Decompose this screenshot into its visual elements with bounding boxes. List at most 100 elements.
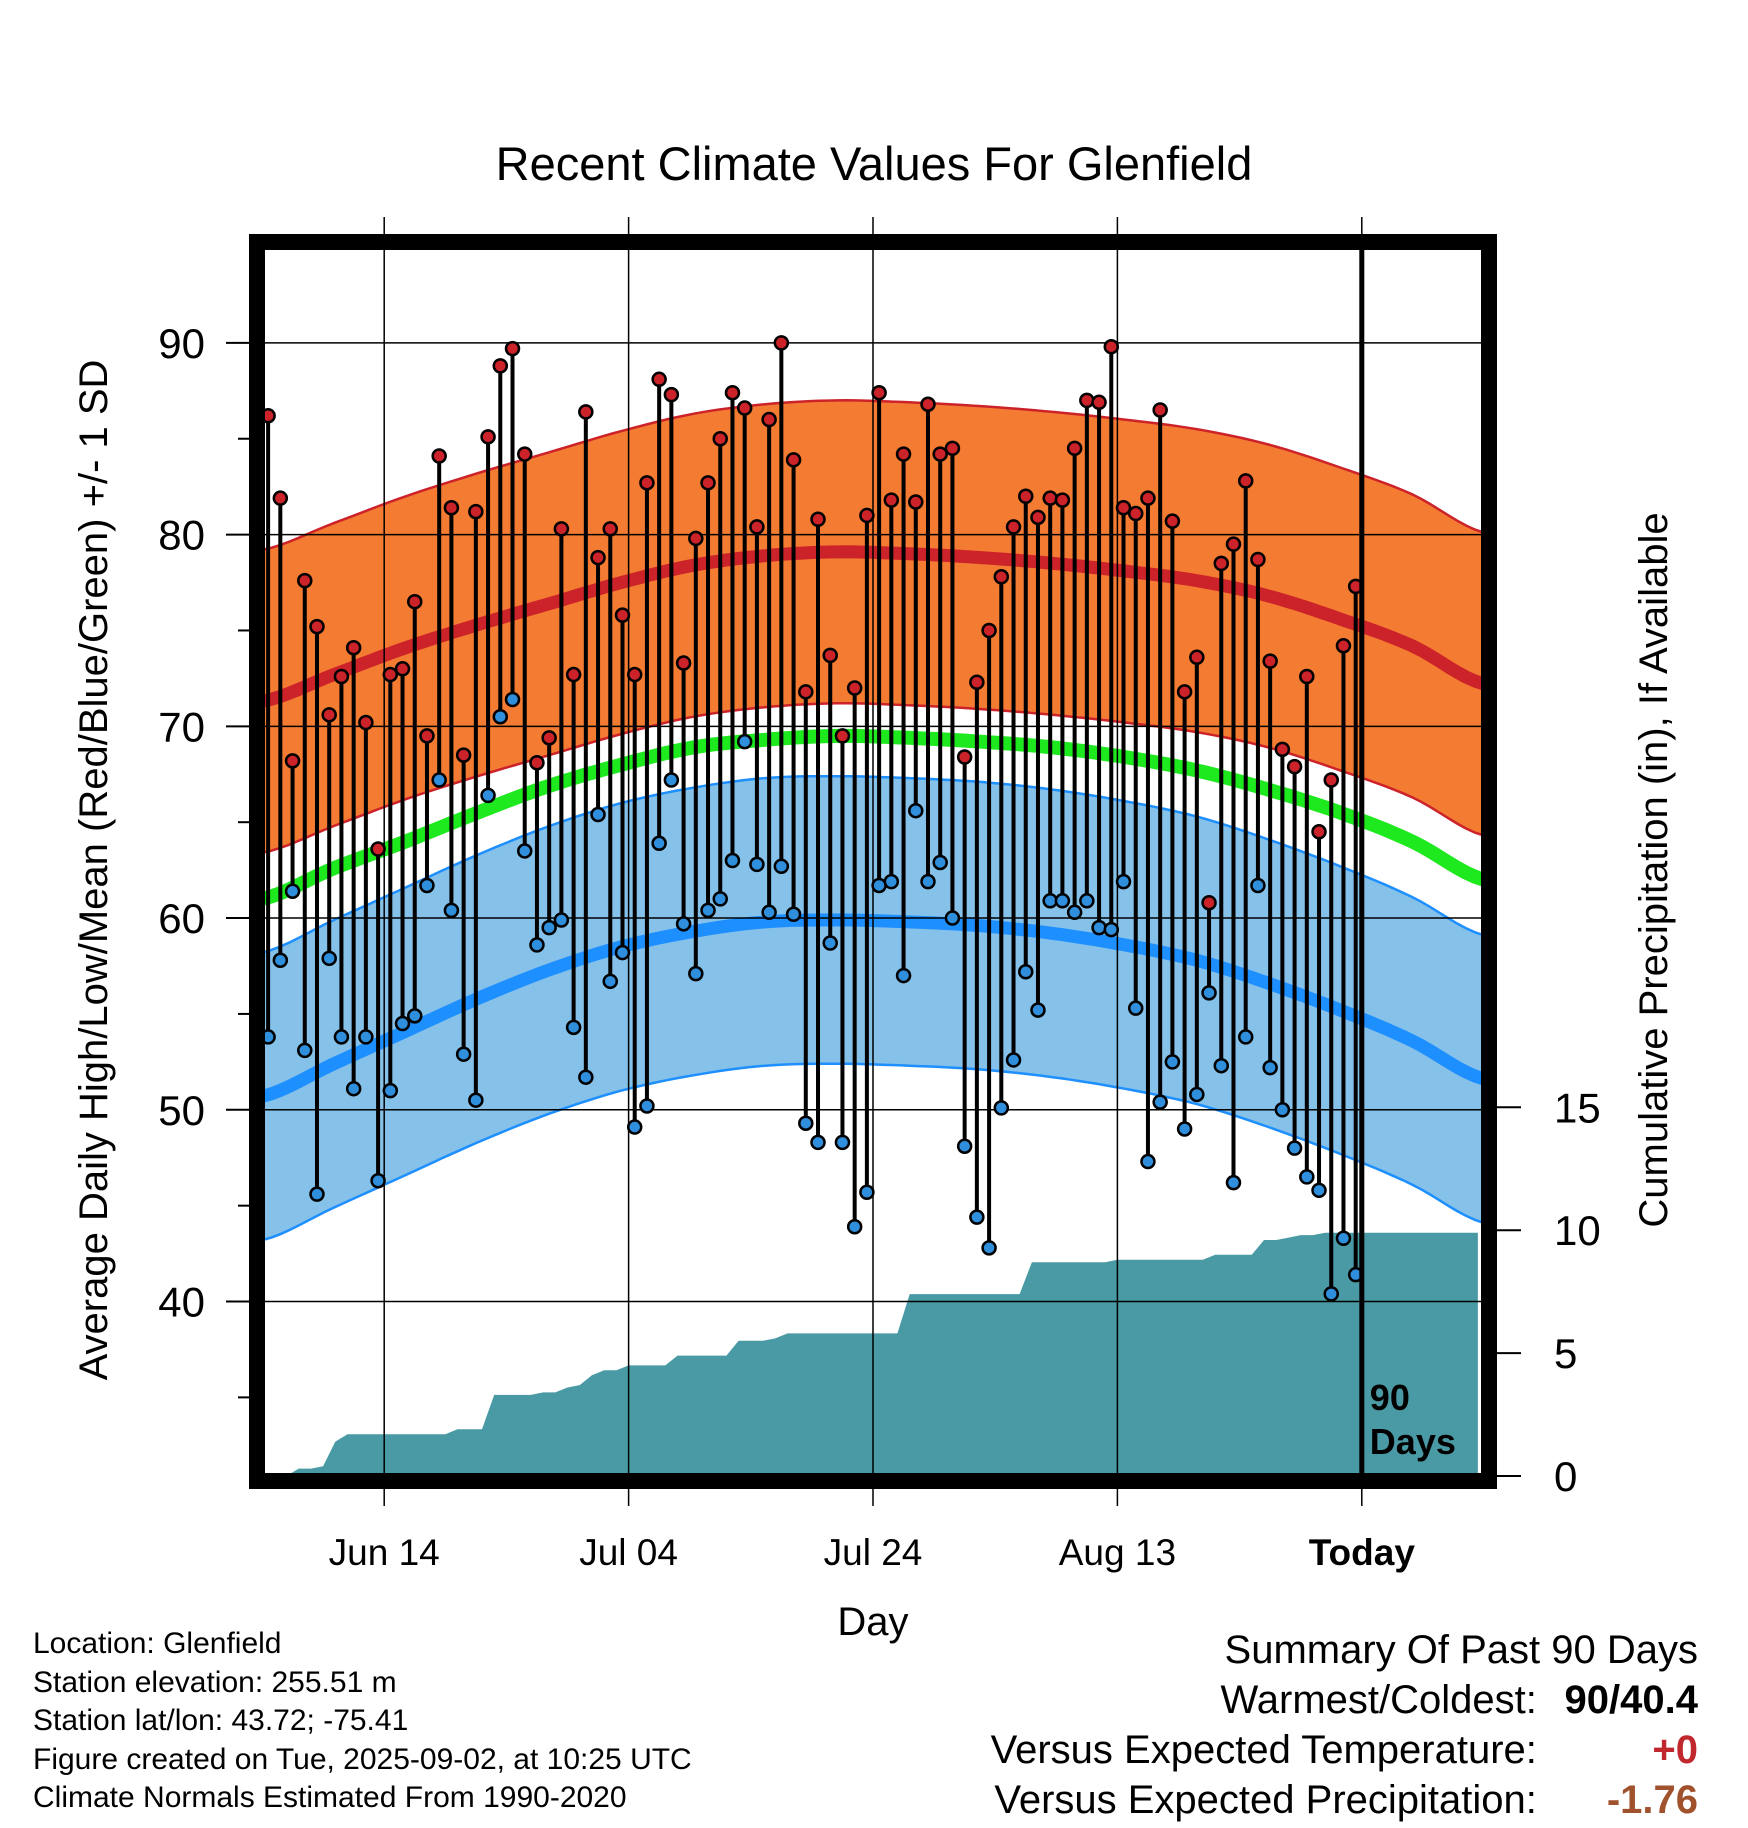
daily-low-point	[284, 883, 301, 899]
daily-low-point	[651, 835, 667, 852]
y-left-tick-label: 70	[158, 703, 205, 750]
precip-value: -1.76	[1606, 1778, 1698, 1822]
daily-low-point	[822, 935, 838, 951]
daily-high-point	[321, 707, 337, 723]
daily-high-point	[272, 490, 289, 506]
daily-high-point	[871, 384, 887, 401]
daily-high-point	[749, 519, 765, 535]
daily-high-point	[333, 668, 350, 685]
daily-high-point	[663, 386, 680, 403]
daily-low-point	[1140, 1153, 1156, 1170]
daily-low-point	[736, 733, 753, 750]
daily-low-point	[297, 1042, 313, 1059]
daily-high-point	[345, 639, 362, 656]
daily-low-point	[639, 1098, 655, 1114]
daily-high-point	[1335, 638, 1352, 654]
daily-high-point	[590, 549, 606, 566]
daily-low-point	[345, 1080, 362, 1097]
daily-high-point	[1286, 758, 1303, 775]
daily-low-point	[1066, 904, 1083, 921]
daily-low-point	[1079, 893, 1095, 909]
daily-high-point	[626, 666, 643, 683]
daily-high-point	[944, 440, 961, 457]
daily-high-point	[1323, 772, 1339, 788]
daily-high-point	[785, 452, 802, 468]
daily-low-point	[1323, 1286, 1339, 1302]
precip-area	[262, 1232, 1478, 1476]
daily-high-point	[920, 396, 936, 412]
temp-value: +0	[1652, 1728, 1698, 1772]
daily-low-point	[981, 1240, 997, 1256]
daily-low-point	[785, 906, 802, 922]
daily-low-point	[529, 937, 545, 953]
daily-high-point	[712, 430, 728, 447]
daily-low-point	[480, 787, 496, 804]
daily-low-point	[370, 1172, 386, 1189]
y-axis-left-label: Average Daily High/Low/Mean (Red/Blue/Gr…	[72, 360, 116, 1381]
daily-low-point	[712, 891, 728, 907]
daily-high-point	[1189, 649, 1205, 666]
daily-high-point	[1066, 440, 1083, 457]
daily-low-point	[541, 919, 557, 936]
summary-panel: Summary Of Past 90 Days Warmest/Coldest:…	[991, 1625, 1698, 1825]
daily-low-point	[908, 802, 924, 819]
y-left-tick-label: 40	[158, 1279, 205, 1326]
daily-low-point	[663, 772, 680, 788]
daily-low-point	[1103, 921, 1120, 938]
location-text: Location: Glenfield	[33, 1627, 282, 1660]
daily-high-point	[468, 503, 484, 520]
x-tick-label: Jul 24	[824, 1532, 923, 1573]
daily-low-point	[455, 1046, 472, 1062]
daily-high-point	[993, 569, 1010, 585]
daily-low-point	[1299, 1169, 1315, 1185]
daily-high-point	[1127, 505, 1144, 522]
daily-low-point	[553, 912, 570, 928]
daily-high-point	[419, 728, 435, 744]
daily-high-point	[1079, 392, 1095, 409]
y-right-tick-label: 0	[1554, 1453, 1577, 1500]
daily-high-point	[822, 647, 838, 664]
daily-low-point	[1127, 1000, 1144, 1016]
daily-high-point	[358, 714, 374, 731]
x-tick-label: Aug 13	[1059, 1532, 1176, 1573]
daily-low-point	[578, 1069, 594, 1085]
x-tick-label: Jun 14	[329, 1532, 440, 1573]
y-left-tick-label: 80	[158, 512, 205, 559]
daily-high-point	[1250, 551, 1266, 568]
daily-low-point	[382, 1082, 399, 1099]
chart-title: Recent Climate Values For Glenfield	[496, 137, 1253, 190]
daily-low-point	[565, 1019, 582, 1036]
daily-low-point	[443, 902, 460, 919]
summary-title: Summary Of Past 90 Days	[1224, 1628, 1698, 1672]
daily-low-point	[614, 944, 631, 961]
daily-high-point	[1030, 509, 1046, 526]
daily-high-point	[1091, 394, 1107, 411]
daily-high-point	[1274, 741, 1291, 758]
daily-high-point	[810, 511, 826, 528]
daily-low-point	[333, 1029, 350, 1045]
daily-high-point	[480, 429, 496, 445]
daily-low-point	[407, 1008, 423, 1024]
daily-low-point	[504, 691, 521, 708]
daily-low-point	[1213, 1057, 1230, 1074]
daily-high-point	[688, 530, 704, 547]
daily-low-point	[773, 858, 790, 875]
daily-high-point	[1115, 500, 1132, 516]
daily-high-point	[309, 618, 325, 635]
y-right-tick-label: 15	[1554, 1084, 1601, 1131]
daily-high-point	[1213, 555, 1230, 572]
warm-cold-label: Warmest/Coldest:	[1220, 1678, 1537, 1722]
daily-high-point	[394, 661, 411, 677]
daily-low-point	[1091, 919, 1107, 936]
daily-high-point	[504, 340, 521, 357]
daily-high-point	[370, 841, 386, 857]
daily-high-point	[1152, 402, 1168, 418]
x-axis-label: Day	[837, 1600, 908, 1644]
daily-low-point	[1262, 1059, 1278, 1076]
daily-high-point	[1140, 490, 1156, 506]
daily-high-point	[1054, 492, 1071, 508]
daily-high-point	[1042, 490, 1058, 506]
daily-low-point	[1335, 1230, 1352, 1247]
y-right-tick-label: 10	[1554, 1207, 1601, 1254]
